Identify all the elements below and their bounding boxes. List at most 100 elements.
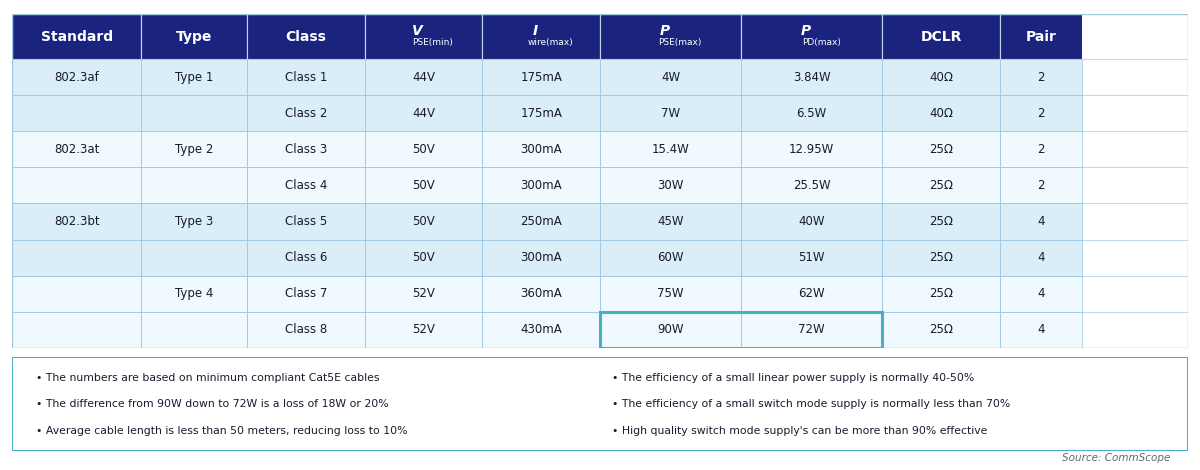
- FancyBboxPatch shape: [142, 59, 247, 95]
- FancyBboxPatch shape: [365, 240, 482, 275]
- FancyBboxPatch shape: [365, 204, 482, 240]
- Text: Pair: Pair: [1026, 30, 1056, 44]
- Text: Type 2: Type 2: [175, 143, 214, 156]
- FancyBboxPatch shape: [365, 312, 482, 348]
- FancyBboxPatch shape: [142, 240, 247, 275]
- FancyBboxPatch shape: [142, 275, 247, 312]
- FancyBboxPatch shape: [882, 95, 1000, 131]
- FancyBboxPatch shape: [1000, 131, 1082, 167]
- FancyBboxPatch shape: [482, 167, 600, 204]
- FancyBboxPatch shape: [142, 14, 247, 59]
- FancyBboxPatch shape: [12, 357, 1188, 451]
- FancyBboxPatch shape: [482, 14, 600, 59]
- FancyBboxPatch shape: [1000, 204, 1082, 240]
- FancyBboxPatch shape: [482, 204, 600, 240]
- Text: PSE(min): PSE(min): [413, 38, 454, 47]
- FancyBboxPatch shape: [600, 14, 742, 59]
- FancyBboxPatch shape: [365, 59, 482, 95]
- Text: 52V: 52V: [412, 323, 436, 336]
- Text: 12.95W: 12.95W: [790, 143, 834, 156]
- FancyBboxPatch shape: [12, 167, 142, 204]
- Text: P: P: [660, 24, 670, 38]
- FancyBboxPatch shape: [882, 14, 1000, 59]
- FancyBboxPatch shape: [247, 240, 365, 275]
- Text: Class 1: Class 1: [284, 70, 328, 84]
- Text: Class: Class: [286, 30, 326, 44]
- FancyBboxPatch shape: [742, 59, 882, 95]
- Text: 40Ω: 40Ω: [929, 107, 953, 120]
- Text: 4: 4: [1037, 287, 1045, 300]
- FancyBboxPatch shape: [12, 59, 142, 95]
- FancyBboxPatch shape: [247, 204, 365, 240]
- Text: Type: Type: [176, 30, 212, 44]
- Text: P: P: [800, 24, 811, 38]
- FancyBboxPatch shape: [600, 95, 742, 131]
- Text: 25.5W: 25.5W: [793, 179, 830, 192]
- Text: 60W: 60W: [658, 251, 684, 264]
- Text: Class 6: Class 6: [284, 251, 328, 264]
- FancyBboxPatch shape: [1000, 312, 1082, 348]
- Text: 175mA: 175mA: [521, 70, 562, 84]
- FancyBboxPatch shape: [1000, 59, 1082, 95]
- FancyBboxPatch shape: [247, 95, 365, 131]
- Text: 50V: 50V: [413, 179, 434, 192]
- Text: V: V: [413, 24, 424, 38]
- Text: Standard: Standard: [41, 30, 113, 44]
- Text: 802.3at: 802.3at: [54, 143, 100, 156]
- Text: 44V: 44V: [412, 70, 436, 84]
- Text: wire(max): wire(max): [528, 38, 574, 47]
- Text: 25Ω: 25Ω: [929, 323, 953, 336]
- FancyBboxPatch shape: [12, 204, 142, 240]
- Text: 25Ω: 25Ω: [929, 143, 953, 156]
- Text: Class 4: Class 4: [284, 179, 328, 192]
- FancyBboxPatch shape: [247, 131, 365, 167]
- FancyBboxPatch shape: [482, 59, 600, 95]
- FancyBboxPatch shape: [882, 275, 1000, 312]
- Text: 430mA: 430mA: [521, 323, 562, 336]
- Text: 2: 2: [1037, 107, 1045, 120]
- FancyBboxPatch shape: [365, 131, 482, 167]
- Text: 15.4W: 15.4W: [652, 143, 690, 156]
- FancyBboxPatch shape: [482, 95, 600, 131]
- FancyBboxPatch shape: [12, 240, 142, 275]
- Text: 2: 2: [1037, 179, 1045, 192]
- FancyBboxPatch shape: [742, 14, 882, 59]
- FancyBboxPatch shape: [742, 95, 882, 131]
- FancyBboxPatch shape: [482, 131, 600, 167]
- Text: Class 2: Class 2: [284, 107, 328, 120]
- FancyBboxPatch shape: [142, 131, 247, 167]
- Text: • The difference from 90W down to 72W is a loss of 18W or 20%: • The difference from 90W down to 72W is…: [36, 399, 388, 409]
- Text: • High quality switch mode supply's can be more than 90% effective: • High quality switch mode supply's can …: [612, 425, 988, 436]
- Text: 4: 4: [1037, 323, 1045, 336]
- Text: 250mA: 250mA: [521, 215, 562, 228]
- Text: PD(max): PD(max): [802, 38, 840, 47]
- Text: Class 8: Class 8: [284, 323, 328, 336]
- Text: Type 1: Type 1: [175, 70, 214, 84]
- Text: Class 3: Class 3: [284, 143, 328, 156]
- Text: 360mA: 360mA: [521, 287, 562, 300]
- FancyBboxPatch shape: [142, 95, 247, 131]
- FancyBboxPatch shape: [365, 95, 482, 131]
- FancyBboxPatch shape: [882, 240, 1000, 275]
- FancyBboxPatch shape: [142, 167, 247, 204]
- Text: Class 5: Class 5: [284, 215, 328, 228]
- Text: 40W: 40W: [798, 215, 824, 228]
- FancyBboxPatch shape: [1000, 275, 1082, 312]
- Text: 50V: 50V: [413, 143, 434, 156]
- Text: 25Ω: 25Ω: [929, 215, 953, 228]
- Text: • The efficiency of a small linear power supply is normally 40-50%: • The efficiency of a small linear power…: [612, 373, 974, 383]
- Text: 802.3bt: 802.3bt: [54, 215, 100, 228]
- FancyBboxPatch shape: [882, 131, 1000, 167]
- Text: 30W: 30W: [658, 179, 684, 192]
- FancyBboxPatch shape: [600, 275, 742, 312]
- FancyBboxPatch shape: [600, 204, 742, 240]
- Text: I: I: [533, 24, 538, 38]
- Text: 52V: 52V: [412, 287, 436, 300]
- Text: Class 7: Class 7: [284, 287, 328, 300]
- Text: 25Ω: 25Ω: [929, 251, 953, 264]
- FancyBboxPatch shape: [365, 14, 482, 59]
- Text: 4W: 4W: [661, 70, 680, 84]
- FancyBboxPatch shape: [742, 312, 882, 348]
- Text: 40Ω: 40Ω: [929, 70, 953, 84]
- Text: 3.84W: 3.84W: [793, 70, 830, 84]
